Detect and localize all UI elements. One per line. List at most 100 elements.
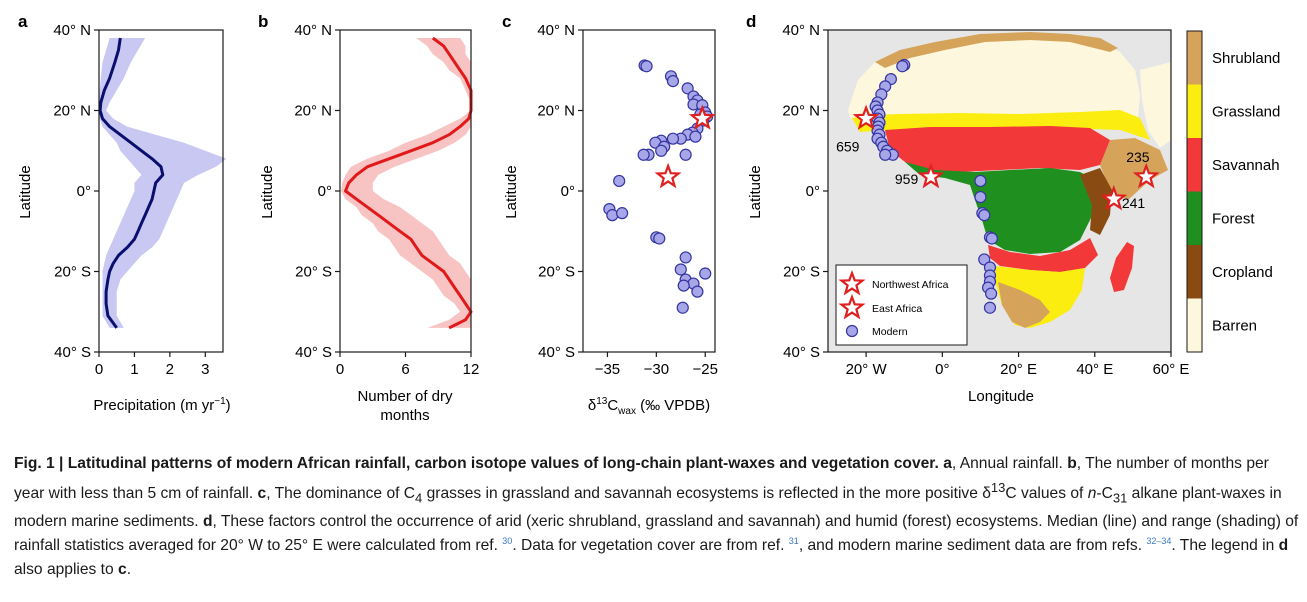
caption-letter-c: c: [257, 485, 267, 503]
colorbar-swatch: [1187, 84, 1202, 138]
site-star: [654, 162, 682, 189]
modern-marker: [985, 232, 998, 245]
modern-marker: [637, 148, 650, 161]
y-tick-label: 20° N: [537, 103, 575, 120]
legend-label: Northwest Africa: [872, 279, 949, 291]
y-tick-label: 40° S: [295, 344, 332, 361]
caption-c-text2: grasses in grassland and savannah ecosys…: [422, 485, 991, 503]
colorbar-label: Shrubland: [1212, 50, 1280, 67]
caption-d-text: , These factors control the occurrence o…: [14, 513, 1299, 555]
colorbar-label: Barren: [1212, 317, 1257, 334]
x-axis-label-b-line2: months: [380, 407, 429, 424]
modern-marker: [674, 263, 687, 276]
y-tick-label: 20° S: [54, 264, 91, 281]
plot-area-d: 659 959 235 241: [836, 58, 1160, 314]
site-label-235: 235: [1126, 149, 1150, 165]
caption-ref-32-34[interactable]: 32–34: [1146, 536, 1172, 547]
modern-marker: [689, 130, 702, 143]
x-tick-label: 3: [201, 361, 209, 378]
x-tick-label: 60° E: [1153, 361, 1190, 378]
caption-c-text5: alkane plant-waxes in modern marine sedi…: [14, 485, 1282, 531]
range-shading-b: [341, 38, 471, 328]
modern-marker: [666, 75, 680, 88]
vegetation-colorbar: Shrubland Grassland Savannah Forest Cropland…: [1186, 30, 1280, 353]
caption-title: Latitudinal patterns of modern African r…: [67, 455, 939, 472]
modern-marker: [677, 279, 690, 292]
caption-c-text3: C values of: [1005, 485, 1088, 503]
modern-marker: [983, 301, 997, 314]
x-tick-label: 0: [95, 361, 103, 378]
x-tick-label: 0°: [935, 361, 949, 378]
x-axis-label-c: δ13Cwax (‰ VPDB): [588, 396, 710, 417]
colorbar-swatch: [1187, 31, 1202, 85]
caption-b-text: , The number of months per year with les…: [14, 455, 1269, 503]
modern-marker: [666, 132, 680, 145]
arabia-barren: [1140, 62, 1171, 148]
plot-area-b: [341, 36, 473, 330]
caption-c-sup: 13: [990, 480, 1006, 495]
median-line-b: [344, 36, 473, 330]
modern-marker: [613, 174, 626, 188]
colorbar-label: Cropland: [1212, 264, 1273, 281]
africa-forest: [905, 162, 1098, 254]
africa-savannah-north: [885, 126, 1110, 172]
caption-ref-30[interactable]: 30: [502, 536, 513, 547]
y-axis-label-c: Latitude: [503, 165, 520, 218]
y-ticks-c: 40° N 20° N 0° 20° S 40° S: [537, 22, 583, 361]
y-tick-label: 20° N: [53, 103, 91, 120]
legend-items: Northwest Africa East Africa Modern: [838, 269, 949, 338]
panel-d: d Latitude 40° N 20° N 0° 20° S 40° S: [746, 12, 1280, 405]
y-tick-label: 20° S: [783, 264, 820, 281]
modern-marker: [691, 285, 704, 298]
colorbar-swatch: [1187, 245, 1202, 299]
caption-c-text4: -C: [1096, 485, 1113, 503]
panel-a: a Latitude 40° N 20° N 0° 20° S 40° S 0 1 2 3 P…: [17, 12, 231, 414]
y-tick-label: 40° N: [294, 22, 332, 39]
caption-d-text2: . Data for vegetation cover are from ref…: [512, 537, 789, 555]
africa-south-shrubland: [998, 282, 1050, 328]
modern-marker: [974, 190, 987, 204]
caption-ref-31[interactable]: 31: [788, 536, 799, 547]
colorbar-swatch: [1187, 191, 1202, 245]
y-tick-label: 40° N: [537, 22, 575, 39]
x-tick-label: −35: [595, 361, 620, 378]
africa-barren: [848, 34, 1140, 130]
y-tick-label: 20° N: [782, 103, 820, 120]
site-star: [852, 104, 880, 130]
site-label-959: 959: [895, 171, 919, 187]
site-star: [838, 293, 866, 320]
y-ticks-b: 40° N 20° N 0° 20° S 40° S: [294, 22, 340, 361]
y-ticks-a: 40° N 20° N 0° 20° S 40° S: [53, 22, 99, 361]
modern-marker: [655, 144, 668, 157]
panel-letter-c: c: [502, 12, 511, 31]
caption-d-text4: . The legend in: [1171, 537, 1279, 555]
y-tick-label: 0°: [806, 183, 820, 200]
site-star: [1132, 162, 1160, 189]
site-star: [1100, 184, 1128, 211]
modern-marker: [879, 148, 892, 161]
figure-caption: Fig. 1 | Latitudinal patterns of modern …: [14, 452, 1299, 582]
africa-sahel-grassland: [852, 110, 1150, 140]
modern-marker: [974, 174, 987, 188]
caption-letter-a: a: [943, 455, 952, 472]
colorbar-swatch: [1187, 298, 1202, 352]
y-tick-label: 20° S: [538, 264, 575, 281]
site-star: [838, 269, 866, 296]
x-ticks-b: 0 6 12: [336, 352, 480, 378]
x-ticks-c: −35 −30 −25: [595, 352, 718, 378]
x-tick-label: 1: [130, 361, 138, 378]
panel-letter-b: b: [258, 12, 268, 31]
x-tick-label: −30: [644, 361, 669, 378]
caption-letter-d: d: [202, 513, 213, 531]
caption-c-sub2: 31: [1112, 490, 1128, 506]
y-axis-label-b: Latitude: [259, 165, 276, 218]
panel-c: c Latitude 40° N 20° N 0° 20° S 40° S −35 −30…: [502, 12, 718, 417]
panel-b: b Latitude 40° N 20° N 0° 20° S 40° S 0 6 12 N…: [258, 12, 479, 424]
modern-marker: [978, 209, 991, 222]
x-tick-label: 12: [463, 361, 480, 378]
x-axis-label-a: Precipitation (m yr−1): [93, 396, 230, 414]
y-tick-label: 40° N: [53, 22, 91, 39]
site-label-659: 659: [836, 139, 860, 155]
modern-marker: [616, 207, 629, 220]
modern-marker: [606, 209, 619, 222]
